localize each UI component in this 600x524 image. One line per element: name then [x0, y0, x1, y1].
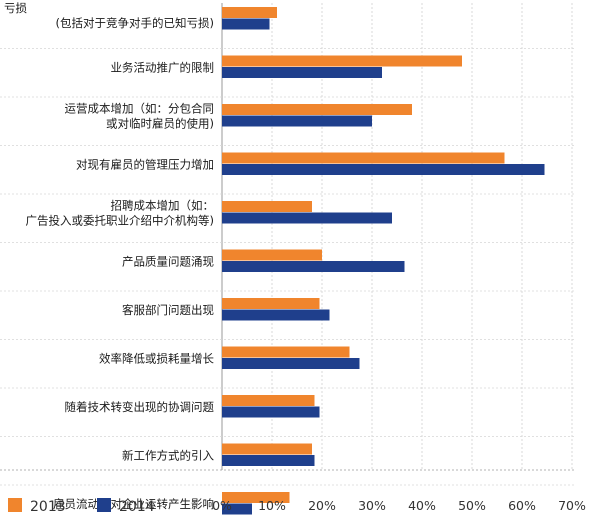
category-label-10-line-0: 雇员流动未对企业运转产生影响 — [53, 497, 214, 511]
category-label-5-line-0: 产品质量问题涌现 — [122, 255, 214, 269]
bar-2013-2 — [222, 104, 412, 115]
category-label-2-line-0: 运营成本增加（如：分包合同 — [65, 102, 215, 116]
category-label-6-line-0: 客服部门问题出现 — [122, 303, 214, 317]
category-label-0-line-1: (包括对于竞争对手的已知亏损) — [56, 16, 214, 30]
bar-2014-1 — [222, 67, 382, 78]
legend-swatch-2014 — [97, 498, 111, 512]
bar-2014-10 — [222, 503, 252, 515]
category-labels: 亏损 (包括对于竞争对手的已知亏损) 业务活动推广的限制运营成本增加（如：分包合同或… — [4, 1, 214, 511]
bar-2014-4 — [222, 212, 392, 224]
category-label-7-line-0: 效率降低或损耗量增长 — [99, 352, 214, 366]
bar-2013-4 — [222, 201, 312, 212]
x-tick-label-20: 20% — [308, 498, 336, 513]
bar-2013-10 — [222, 492, 290, 503]
legend-swatch-2013 — [8, 498, 22, 512]
legend-label-2013: 2013 — [30, 499, 66, 515]
bar-2013-3 — [222, 152, 505, 164]
category-label-9-line-0: 新工作方式的引入 — [122, 449, 214, 463]
legend-label-2014: 2014 — [119, 499, 155, 515]
x-tick-label-70: 70% — [558, 498, 586, 513]
category-label-8-line-0: 随着技术转变出现的协调问题 — [65, 400, 215, 414]
bar-2013-0 — [222, 7, 277, 18]
category-label-4-line-0: 招聘成本增加（如： — [111, 199, 215, 213]
category-label-1-line-0: 业务活动推广的限制 — [111, 61, 215, 75]
bar-2014-6 — [222, 309, 330, 321]
bar-2013-9 — [222, 443, 312, 455]
x-tick-label-60: 60% — [508, 498, 536, 513]
x-tick-label-50: 50% — [458, 498, 486, 513]
bar-2013-5 — [222, 249, 322, 261]
bar-2013-1 — [222, 55, 462, 67]
category-label-3-line-0: 对现有雇员的管理压力增加 — [76, 158, 214, 172]
category-label-4-line-1: 广告投入或委托职业介绍中介机构等) — [26, 214, 215, 228]
x-tick-labels: 0% 10% 20% 30% 40% 50% 60% 70% — [212, 498, 586, 513]
bar-2014-5 — [222, 261, 405, 272]
category-label-2-line-1: 或对临时雇员的使用) — [106, 117, 214, 131]
bar-2013-8 — [222, 395, 315, 406]
bar-2014-7 — [222, 358, 360, 369]
bar-2013-6 — [222, 298, 320, 309]
x-tick-label-0: 0% — [212, 498, 232, 513]
bar-2014-8 — [222, 406, 320, 418]
grid-lines — [0, 3, 575, 486]
x-tick-label-10: 10% — [258, 498, 286, 513]
legend: 2013 2014 — [8, 498, 155, 515]
bar-2014-2 — [222, 115, 372, 127]
category-label-0-line-0: 亏损 — [4, 1, 27, 15]
bar-2013-7 — [222, 346, 350, 358]
bar-2014-0 — [222, 18, 270, 30]
bar-2014-3 — [222, 164, 545, 175]
x-tick-label-30: 30% — [358, 498, 386, 513]
bars-group — [222, 7, 545, 515]
x-tick-label-40: 40% — [408, 498, 436, 513]
bar-2014-9 — [222, 455, 315, 466]
